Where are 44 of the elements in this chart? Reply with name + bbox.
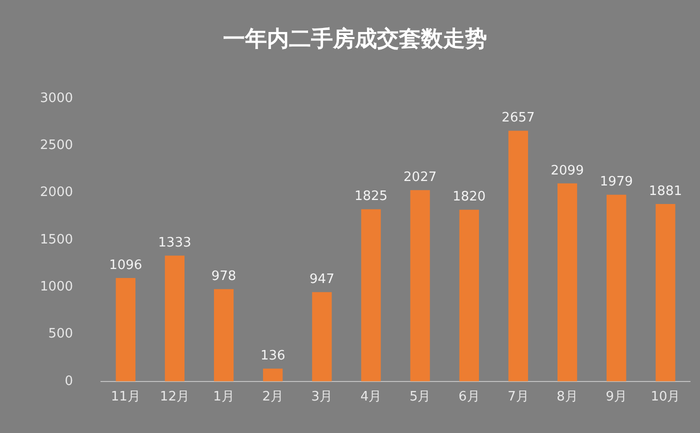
bar xyxy=(164,256,185,382)
y-tick-label: 1000 xyxy=(40,279,74,294)
bar xyxy=(312,292,332,382)
bar xyxy=(214,289,234,382)
data-label: 1820 xyxy=(452,190,486,205)
x-tick-label: 8月 xyxy=(556,390,578,405)
bar xyxy=(116,278,136,382)
data-label: 2027 xyxy=(404,170,437,186)
data-label: 1979 xyxy=(600,174,633,190)
x-tick-label: 1月 xyxy=(213,390,234,405)
y-tick-label: 1500 xyxy=(40,232,74,248)
bar xyxy=(361,209,381,382)
chart-title: 一年内二手房成交套数走势 xyxy=(223,26,487,52)
x-tick-label: 6月 xyxy=(458,390,480,405)
bar xyxy=(263,368,283,382)
x-tick-label: 2月 xyxy=(262,390,284,405)
bar xyxy=(410,190,430,382)
y-tick-label: 2500 xyxy=(40,138,74,153)
y-tick-label: 0 xyxy=(64,374,74,389)
bar xyxy=(508,130,528,382)
x-tick-label: 11月 xyxy=(110,390,140,405)
data-label: 1096 xyxy=(109,258,142,273)
data-label: 136 xyxy=(260,348,286,364)
y-tick-label: 2000 xyxy=(40,185,74,200)
bar xyxy=(656,204,676,382)
data-label: 1825 xyxy=(354,189,388,204)
bar xyxy=(459,210,479,382)
x-tick-label: 3月 xyxy=(311,390,333,405)
data-label: 2099 xyxy=(550,163,584,178)
data-label: 2657 xyxy=(502,110,535,126)
x-tick-label: 7月 xyxy=(508,390,529,405)
data-label: 978 xyxy=(211,269,236,284)
x-tick-label: 5月 xyxy=(409,390,431,405)
bar xyxy=(606,194,626,382)
bar xyxy=(557,183,578,382)
y-tick-label: 500 xyxy=(48,326,74,342)
x-tick-label: 9月 xyxy=(606,390,628,405)
x-tick-label: 10月 xyxy=(650,390,680,405)
x-tick-label: 4月 xyxy=(360,390,382,405)
data-label: 1881 xyxy=(648,184,682,199)
x-tick-label: 12月 xyxy=(160,390,190,405)
data-label: 947 xyxy=(310,272,334,287)
y-tick-label: 3000 xyxy=(40,90,74,106)
data-label: 1333 xyxy=(158,236,192,251)
